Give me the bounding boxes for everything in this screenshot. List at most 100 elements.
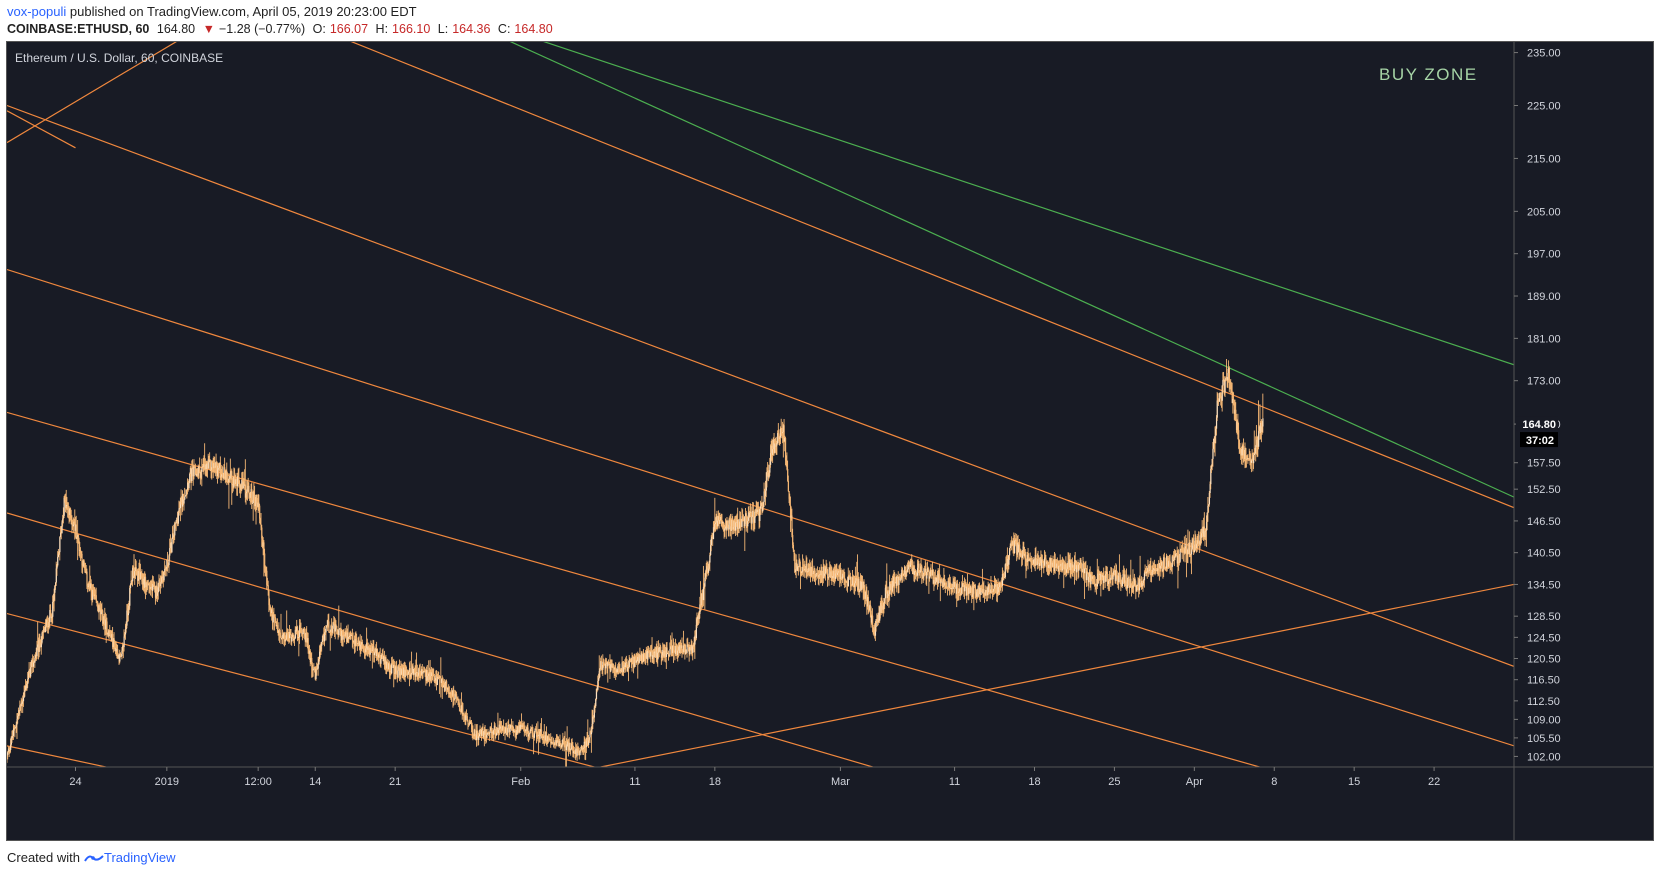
- time-axis[interactable]: 24 2019 12:00 14 21 Feb 11 18 Mar 11 18 25 Apr 8 15 22: [69, 767, 1440, 788]
- candle: [1091, 571, 1093, 582]
- candle: [524, 725, 526, 733]
- candle: [182, 490, 184, 512]
- price-chart[interactable]: 235.00225.00215.00205.00197.00189.00181.…: [7, 42, 1653, 840]
- candle: [1008, 555, 1010, 570]
- candle: [454, 689, 456, 705]
- author-link[interactable]: vox-populi: [7, 4, 67, 19]
- candle: [1245, 447, 1247, 468]
- candle: [226, 462, 228, 486]
- candle: [1233, 399, 1235, 420]
- candle: [526, 724, 528, 734]
- candle: [159, 578, 161, 592]
- candle: [9, 746, 11, 754]
- candle: [1234, 399, 1236, 422]
- candle: [63, 495, 65, 519]
- candle: [1248, 458, 1250, 461]
- candle: [445, 679, 447, 689]
- candle: [212, 457, 214, 479]
- candle: [1032, 559, 1034, 566]
- candle: [446, 679, 448, 695]
- candle: [190, 467, 192, 491]
- candle: [360, 642, 362, 654]
- candle: [255, 494, 257, 525]
- candle: [157, 587, 159, 603]
- price-tick-label: 140.50: [1527, 548, 1561, 560]
- candle: [1147, 559, 1149, 574]
- candle: [371, 642, 373, 653]
- candle: [991, 584, 994, 600]
- candle: [1183, 536, 1186, 555]
- candle: [775, 436, 777, 455]
- trendline-orange[interactable]: [7, 512, 909, 778]
- candle: [441, 678, 443, 687]
- candle: [737, 507, 739, 537]
- candle: [776, 440, 778, 455]
- candle: [1054, 553, 1056, 574]
- candle: [887, 586, 889, 602]
- candle: [1183, 547, 1185, 562]
- close-value: 164.80: [514, 22, 553, 36]
- price-tick-label: 112.50: [1527, 696, 1560, 708]
- trendline-orange[interactable]: [7, 42, 247, 144]
- trendline-orange[interactable]: [7, 110, 76, 149]
- candle: [884, 584, 887, 604]
- candle: [455, 691, 457, 697]
- candle: [629, 657, 631, 663]
- tradingview-link[interactable]: TradingView: [84, 850, 176, 865]
- candle: [27, 671, 29, 688]
- candle: [527, 723, 529, 741]
- candle: [1198, 531, 1200, 547]
- candle: [572, 742, 574, 758]
- candle: [580, 746, 582, 753]
- candle: [585, 737, 588, 753]
- trendline-green[interactable]: [418, 42, 1514, 498]
- candle: [71, 515, 73, 534]
- candle: [544, 735, 546, 744]
- candle: [72, 517, 75, 533]
- candle: [1130, 559, 1132, 588]
- candle: [156, 581, 158, 599]
- candle: [195, 468, 197, 477]
- candle: [353, 635, 356, 654]
- trendline-orange[interactable]: [600, 583, 1514, 767]
- chart-frame[interactable]: 235.00 225.00 215.00 205.00 197.00 189.00 181.…: [6, 41, 1654, 841]
- candle: [891, 577, 893, 597]
- candle: [319, 644, 321, 658]
- trendline-orange[interactable]: [247, 42, 1514, 509]
- candle: [939, 575, 942, 602]
- candle: [723, 522, 725, 539]
- trendline-orange[interactable]: [7, 745, 155, 778]
- candle: [819, 567, 821, 580]
- candle: [54, 585, 56, 602]
- candle: [479, 725, 481, 735]
- candle: [493, 729, 495, 742]
- candle: [972, 582, 974, 599]
- candle: [1140, 582, 1142, 587]
- candle: [42, 625, 45, 639]
- trendline-orange[interactable]: [7, 104, 1514, 668]
- candle: [224, 469, 227, 484]
- candle: [1096, 579, 1098, 595]
- open-value: 166.07: [329, 22, 369, 36]
- candle: [931, 561, 934, 576]
- candle: [84, 562, 86, 573]
- candle: [252, 490, 254, 521]
- candle: [1175, 553, 1178, 556]
- candle: [194, 465, 196, 469]
- candle: [99, 600, 102, 622]
- candle: [298, 630, 300, 657]
- candle: [997, 578, 999, 597]
- candle: [380, 655, 382, 668]
- candle: [670, 635, 672, 650]
- candle: [969, 581, 971, 594]
- candle: [239, 480, 241, 494]
- candle: [204, 443, 206, 471]
- candle: [671, 632, 673, 657]
- candle: [339, 628, 341, 631]
- candle: [752, 502, 755, 531]
- trendline-green[interactable]: [418, 42, 1514, 366]
- candle: [375, 644, 377, 659]
- candle: [32, 655, 35, 673]
- candle: [341, 629, 344, 647]
- candle: [104, 607, 106, 636]
